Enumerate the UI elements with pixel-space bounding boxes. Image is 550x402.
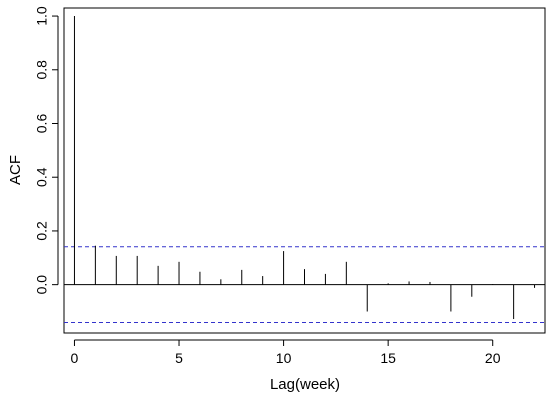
- x-tick-label: 0: [71, 350, 79, 366]
- y-axis: 0.0 0.2 0.4 0.6 0.8 1.0: [34, 6, 59, 295]
- y-axis-title: ACF: [7, 155, 24, 185]
- y-tick-label: 0.4: [34, 167, 50, 187]
- x-axis-title: Lag(week): [270, 376, 340, 393]
- x-tick-label: 15: [380, 350, 396, 366]
- y-tick-label: 0.2: [34, 221, 50, 241]
- y-tick-label: 0.8: [34, 60, 50, 80]
- x-axis: 0 5 10 15 20: [71, 339, 501, 366]
- plot-frame: [63, 7, 546, 334]
- y-tick-label: 0.0: [34, 275, 50, 295]
- y-tick-label: 0.6: [34, 114, 50, 134]
- x-tick-label: 10: [276, 350, 292, 366]
- x-tick-label: 20: [485, 350, 501, 366]
- x-tick-label: 5: [175, 350, 183, 366]
- acf-spikes: [73, 16, 536, 320]
- y-tick-label: 1.0: [34, 6, 50, 26]
- confidence-bounds: [64, 246, 545, 324]
